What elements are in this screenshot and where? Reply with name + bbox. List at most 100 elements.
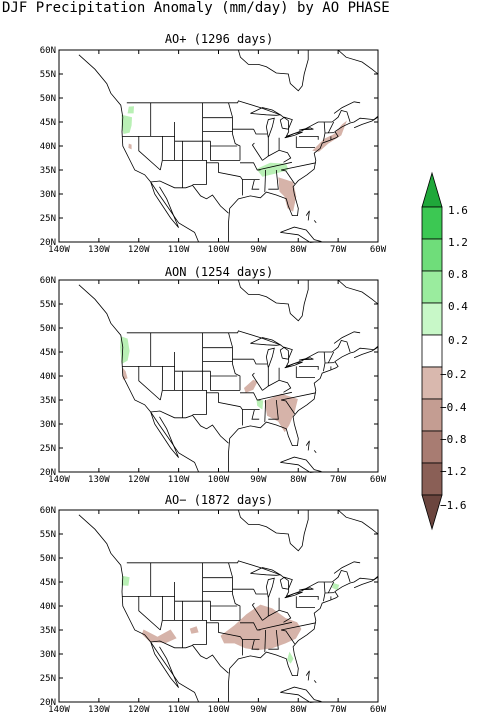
state-boundary-21 (252, 410, 259, 420)
anomaly-region-5 (128, 144, 131, 150)
state-boundary-17 (233, 364, 241, 390)
coastline-labrador (338, 510, 378, 534)
lat-tick-label: 40N (40, 602, 56, 612)
anomaly-region-4 (256, 399, 263, 410)
cb-label-pos-1: 1.2 (448, 236, 468, 249)
lat-tick-label: 25N (40, 444, 56, 454)
border-mexico (151, 411, 229, 443)
island-2 (314, 680, 316, 682)
state-boundary-3 (160, 136, 162, 170)
lat-tick-label: 55N (40, 70, 56, 80)
border-mexico (151, 181, 229, 213)
state-boundary-13 (229, 333, 233, 364)
lon-tick-label: 90W (250, 245, 267, 255)
lat-tick-label: 30N (40, 650, 56, 660)
border-mexico (151, 641, 229, 673)
colorbar-labels: 1.6 1.2 0.8 0.4 0.2 −0.2 −0.4 −0.8 −1.2 … (440, 204, 468, 512)
colorbar-swatches (422, 173, 442, 529)
state-boundary-3 (160, 596, 162, 630)
coastline-hudson-bay (238, 510, 308, 551)
lat-tick-label: 60N (40, 46, 56, 56)
state-boundary-13 (229, 563, 233, 594)
cb-swatch-top-triangle (422, 173, 442, 207)
great-lake-1 (266, 578, 274, 598)
cb-label-neg-2: −0.8 (440, 433, 467, 446)
cb-swatch-neg-2 (422, 431, 442, 463)
state-boundary-17 (233, 594, 241, 620)
cb-label-neg-4: −1.6 (440, 499, 467, 512)
anomaly-region-1 (128, 106, 134, 113)
anomaly-fills (122, 106, 347, 212)
cb-label-pos-0: 1.6 (448, 204, 468, 217)
coastline-hudson-bay (238, 50, 308, 91)
island-0 (280, 687, 321, 702)
great-lake-0 (250, 568, 280, 576)
state-boundary-32 (254, 589, 268, 594)
lon-tick-label: 100W (208, 245, 230, 255)
cb-label-neg-1: −0.4 (440, 401, 467, 414)
great-lake-1 (266, 348, 274, 368)
lon-tick-label: 70W (330, 475, 347, 485)
state-boundary-35 (323, 582, 325, 601)
state-boundary-35 (323, 352, 325, 371)
lat-tick-label: 50N (40, 324, 56, 334)
state-boundary-3 (160, 366, 162, 400)
state-boundary-32 (254, 129, 268, 134)
lon-tick-label: 60W (370, 245, 387, 255)
island-0 (280, 227, 321, 242)
anomaly-region-2 (287, 652, 293, 664)
cb-swatch-bottom-triangle (422, 495, 442, 529)
lon-tick-label: 60W (370, 475, 387, 485)
state-boundary-31 (296, 366, 315, 377)
lat-tick-label: 50N (40, 94, 56, 104)
lat-tick-label: 55N (40, 530, 56, 540)
cb-swatch-neg-0 (422, 367, 442, 399)
state-boundary-2 (139, 366, 161, 400)
lon-tick-label: 90W (250, 475, 267, 485)
cb-label-neg-0: −0.2 (440, 368, 467, 381)
lon-tick-label: 120W (128, 475, 150, 485)
border-canada (127, 101, 350, 136)
state-boundary-34 (299, 596, 318, 599)
cb-swatch-neutral (422, 335, 442, 367)
state-boundary-10 (183, 390, 207, 414)
state-boundary-22 (240, 393, 260, 400)
great-lake-1 (266, 118, 274, 138)
lat-tick-label: 40N (40, 372, 56, 382)
island-1 (306, 211, 309, 221)
cb-swatch-pos-1 (422, 207, 442, 239)
coastline-labrador (338, 280, 378, 304)
lat-tick-label: 55N (40, 300, 56, 310)
lat-tick-label: 35N (40, 396, 56, 406)
state-boundary-28 (262, 150, 290, 162)
state-boundary-36 (328, 122, 334, 133)
state-boundary-19 (240, 407, 242, 426)
state-boundary-10 (183, 160, 207, 184)
lon-tick-label: 80W (290, 245, 307, 255)
lon-tick-label: 100W (208, 475, 230, 485)
state-boundary-12 (219, 163, 241, 177)
lat-tick-label: 25N (40, 214, 56, 224)
anomaly-region-4 (190, 626, 199, 634)
cb-label-pos-2: 0.8 (448, 268, 468, 281)
cb-swatch-pos-3 (422, 271, 442, 303)
island-0 (280, 457, 321, 472)
map-outlines (79, 510, 378, 703)
state-boundary-2 (139, 596, 161, 630)
lat-tick-label: 35N (40, 166, 56, 176)
cb-swatch-neg-3 (422, 463, 442, 495)
lat-tick-label: 30N (40, 190, 56, 200)
lon-tick-label: 140W (48, 475, 70, 485)
cb-label-pos-4: 0.2 (448, 334, 468, 347)
colorbar: 1.6 1.2 0.8 0.4 0.2 −0.2 −0.4 −0.8 −1.2 … (410, 165, 477, 540)
cb-swatch-neg-1 (422, 399, 442, 431)
state-boundary-12 (219, 393, 241, 407)
state-boundary-13 (229, 103, 233, 134)
lon-tick-label: 120W (128, 245, 150, 255)
lon-tick-label: 140W (48, 245, 70, 255)
state-boundary-28 (262, 380, 290, 392)
